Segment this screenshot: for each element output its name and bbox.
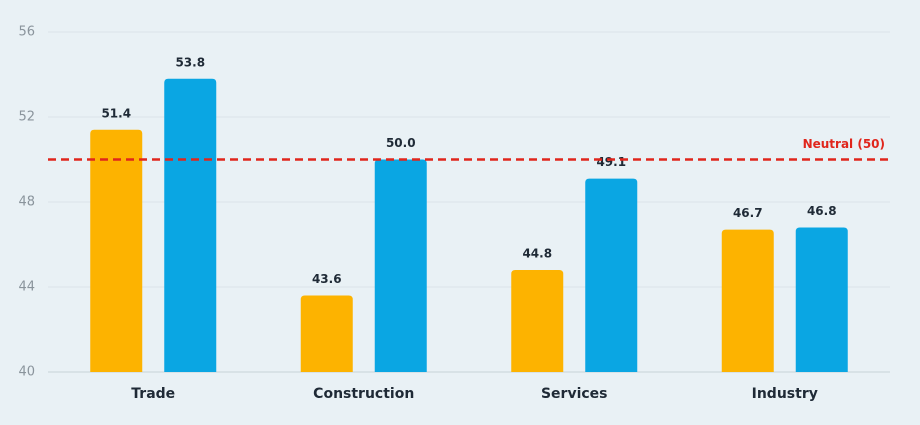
value-label: 43.6 — [312, 272, 342, 286]
x-tick-label: Services — [541, 386, 608, 402]
bar — [585, 178, 638, 372]
y-tick-label: 56 — [18, 25, 35, 40]
bar — [374, 159, 427, 372]
value-label: 50.0 — [386, 136, 416, 150]
value-label: 46.7 — [733, 206, 763, 220]
bar — [795, 227, 848, 372]
y-tick-label: 40 — [18, 365, 35, 380]
reference-label: Neutral (50) — [803, 137, 885, 151]
value-label: 46.8 — [807, 204, 837, 218]
value-label: 51.4 — [101, 106, 131, 120]
x-tick-label: Industry — [752, 386, 818, 402]
x-tick-label: Construction — [313, 386, 414, 402]
y-tick-label: 48 — [18, 195, 35, 210]
bar — [300, 295, 353, 372]
x-tick-label: Trade — [131, 386, 175, 402]
bar — [511, 270, 564, 372]
bar — [90, 129, 143, 372]
bar — [721, 229, 774, 372]
value-label: 49.1 — [596, 155, 626, 169]
y-tick-label: 44 — [18, 280, 35, 295]
y-tick-label: 52 — [18, 110, 35, 125]
value-label: 44.8 — [522, 247, 552, 261]
value-label: 53.8 — [175, 55, 205, 69]
bar — [164, 78, 217, 372]
